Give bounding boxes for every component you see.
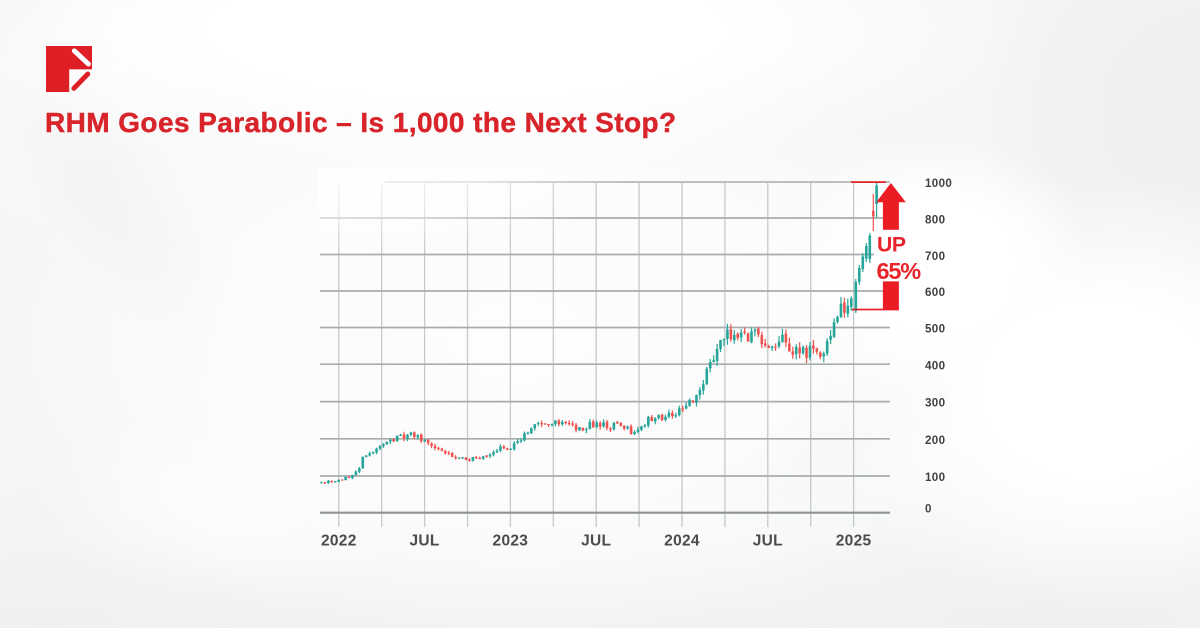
svg-text:2022: 2022 — [321, 533, 357, 550]
svg-text:JUL: JUL — [753, 533, 783, 550]
svg-text:400: 400 — [925, 359, 945, 372]
svg-text:65%: 65% — [877, 258, 922, 284]
svg-text:300: 300 — [925, 397, 945, 410]
svg-text:700: 700 — [925, 250, 945, 263]
svg-text:600: 600 — [925, 286, 945, 299]
svg-text:1000: 1000 — [925, 177, 952, 190]
svg-text:JUL: JUL — [410, 533, 440, 550]
svg-text:0: 0 — [925, 503, 932, 516]
svg-text:UP: UP — [877, 233, 906, 256]
svg-text:2024: 2024 — [664, 533, 700, 550]
svg-text:200: 200 — [925, 434, 945, 447]
svg-text:500: 500 — [925, 322, 945, 335]
svg-text:2023: 2023 — [493, 533, 529, 550]
svg-text:RHM Goes Parabolic – Is 1,000: RHM Goes Parabolic – Is 1,000 the Next S… — [45, 107, 677, 138]
svg-text:2025: 2025 — [836, 533, 872, 550]
svg-text:JUL: JUL — [581, 533, 611, 550]
svg-text:100: 100 — [925, 471, 945, 484]
svg-text:800: 800 — [925, 213, 945, 226]
